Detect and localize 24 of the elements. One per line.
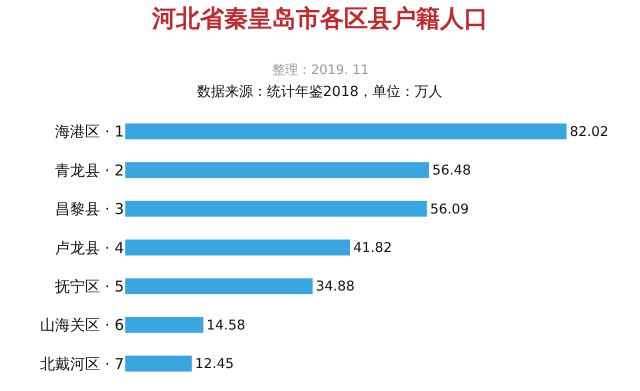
bar [125, 316, 204, 334]
chart-subtitle: 整理：2019. 11 [272, 63, 369, 78]
bar [125, 278, 314, 295]
y-tick-label: 卢龙县 · 4 [55, 238, 124, 257]
data-label: 56.09 [430, 201, 469, 218]
bar [125, 200, 428, 218]
y-tick-label: 青龙县 · 2 [55, 161, 124, 180]
y-tick-label: 海港区 · 1 [55, 122, 124, 141]
data-label: 41.82 [353, 240, 392, 256]
bar [125, 355, 192, 372]
data-label: 82.02 [570, 124, 609, 140]
data-label: 34.88 [316, 278, 355, 295]
data-label: 12.45 [195, 356, 234, 372]
y-tick-label: 山海关区 · 6 [40, 316, 124, 334]
data-label: 56.48 [432, 162, 471, 179]
bar [125, 162, 430, 178]
data-label: 14.58 [206, 317, 246, 334]
source-note: 数据来源：统计年鉴2018，单位：万人 [197, 84, 443, 100]
y-tick-label: 抚宁区 · 5 [54, 277, 124, 296]
bar [125, 239, 350, 256]
bar [125, 122, 567, 140]
chart-title: 河北省秦皇岛市各区县户籍人口 [151, 4, 488, 33]
y-tick-label: 北戴河区 · 7 [40, 354, 124, 373]
y-tick-label: 昌黎县 · 3 [55, 200, 124, 218]
